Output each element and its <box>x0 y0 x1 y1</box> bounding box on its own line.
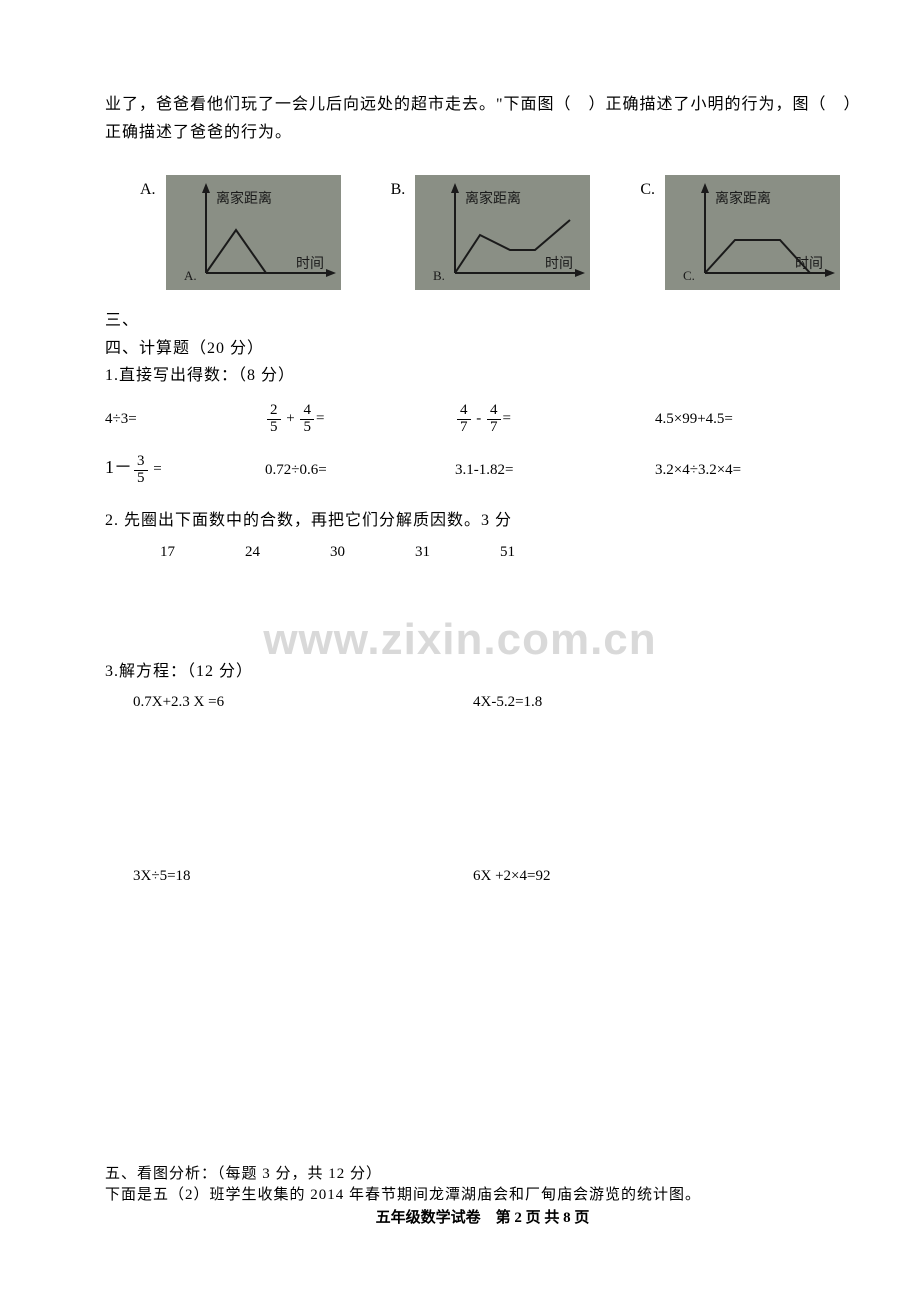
math-eq: = <box>316 411 324 427</box>
frac-num: 4 <box>300 403 314 420</box>
chart-label-b: B. <box>391 175 406 203</box>
q2-numbers-row: 17 24 30 31 51 <box>105 540 860 564</box>
q2-num: 51 <box>500 540 515 564</box>
charts-row: A. 离家距离 时间 A. B. <box>105 175 860 290</box>
section-4: 四、计算题（20 分） <box>105 336 860 362</box>
footer: 五、看图分析：（每题 3 分，共 12 分） 下面是五（2）班学生收集的 201… <box>105 1162 860 1227</box>
q2-title: 2. 先圈出下面数中的合数，再把它们分解质因数。3 分 <box>105 508 860 534</box>
svg-text:A.: A. <box>184 268 197 283</box>
svg-text:离家距离: 离家距离 <box>465 190 521 207</box>
frac-den: 7 <box>487 420 501 436</box>
math-r2c2: 0.72÷0.6= <box>265 458 455 482</box>
eq4: 6X +2×4=92 <box>473 864 773 888</box>
math-r1c4: 4.5×99+4.5= <box>655 407 835 431</box>
math-r2c1: 1－35 = <box>105 453 265 486</box>
math-r1c2: 25 + 45= <box>265 403 455 436</box>
svg-text:时间: 时间 <box>795 256 823 272</box>
frac-num: 4 <box>457 403 471 420</box>
math-r1c3: 47 - 47= <box>455 403 655 436</box>
math-r2c3: 3.1-1.82= <box>455 458 655 482</box>
svg-text:C.: C. <box>683 268 695 283</box>
intro-line-1: 业了，爸爸看他们玩了一会儿后向远处的超市走去。"下面图（ ）正确描述了小明的行为… <box>105 92 860 118</box>
chart-label-c: C. <box>640 175 655 203</box>
math-op: + <box>283 411 299 427</box>
svg-text:B.: B. <box>433 268 445 283</box>
section-3: 三、 <box>105 308 860 334</box>
q2-num: 30 <box>330 540 345 564</box>
frac-den: 5 <box>267 420 281 436</box>
math-op: - <box>473 411 486 427</box>
eq2: 4X-5.2=1.8 <box>473 690 773 714</box>
q2-num: 31 <box>415 540 430 564</box>
chart-item-b: B. 离家距离 时间 B. <box>391 175 591 290</box>
math-r1c1: 4÷3= <box>105 407 265 431</box>
intro-line-2: 正确描述了爸爸的行为。 <box>105 120 860 146</box>
chart-item-a: A. 离家距离 时间 A. <box>140 175 341 290</box>
frac-den: 7 <box>457 420 471 436</box>
page-footer: 五年级数学试卷 第 2 页 共 8 页 <box>105 1206 860 1227</box>
frac-den: 5 <box>300 420 314 436</box>
svg-text:时间: 时间 <box>545 256 573 272</box>
frac-num: 3 <box>134 454 148 471</box>
chart-item-c: C. 离家距离 时间 C. <box>640 175 840 290</box>
eq3: 3X÷5=18 <box>133 864 473 888</box>
q2-num: 24 <box>245 540 260 564</box>
frac-den: 5 <box>134 471 148 487</box>
math-text: 1－ <box>105 457 132 477</box>
math-r2c4: 3.2×4÷3.2×4= <box>655 458 835 482</box>
frac-num: 4 <box>487 403 501 420</box>
frac-num: 2 <box>267 403 281 420</box>
svg-text:离家距离: 离家距离 <box>216 190 272 207</box>
q2-num: 17 <box>160 540 175 564</box>
equations-grid: 0.7X+2.3 X =6 4X-5.2=1.8 3X÷5=18 6X +2×4… <box>105 690 860 888</box>
eq1: 0.7X+2.3 X =6 <box>133 690 473 714</box>
section-5-body: 下面是五（2）班学生收集的 2014 年春节期间龙潭湖庙会和厂甸庙会游览的统计图… <box>105 1183 860 1204</box>
chart-box-c: 离家距离 时间 C. <box>665 175 840 290</box>
chart-box-b: 离家距离 时间 B. <box>415 175 590 290</box>
math-grid: 4÷3= 25 + 45= 47 - 47= 4.5×99+4.5= 1－35 … <box>105 403 860 486</box>
chart-label-a: A. <box>140 175 156 203</box>
math-eq: = <box>503 411 511 427</box>
svg-text:离家距离: 离家距离 <box>715 190 771 207</box>
math-eq: = <box>150 461 162 477</box>
svg-text:时间: 时间 <box>296 256 324 272</box>
q3-title: 3.解方程：（12 分） <box>105 659 860 685</box>
chart-box-a: 离家距离 时间 A. <box>166 175 341 290</box>
q1-title: 1.直接写出得数：（8 分） <box>105 363 860 389</box>
section-5: 五、看图分析：（每题 3 分，共 12 分） <box>105 1162 860 1183</box>
